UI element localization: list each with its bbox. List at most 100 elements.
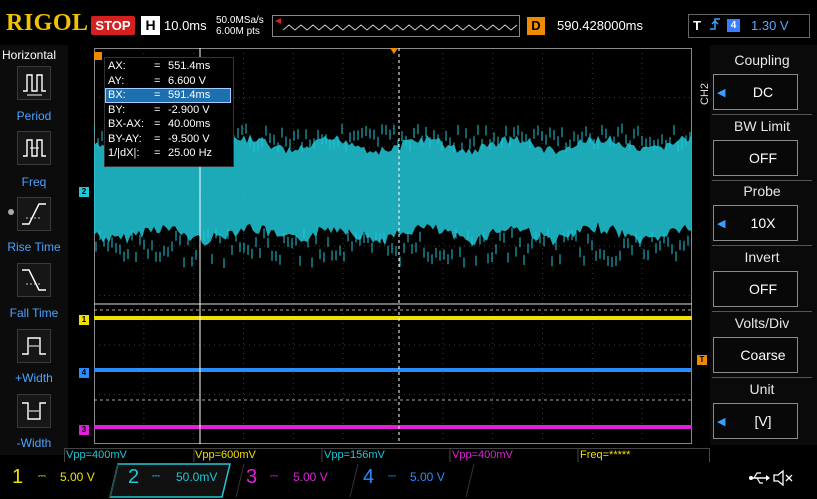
- measure-vpp-3: Vpp=156mV: [324, 449, 385, 461]
- measure-freq: Freq=*****: [580, 449, 631, 461]
- menu-value-unit: [V]: [754, 413, 772, 429]
- channel-1-marker[interactable]: 1: [79, 315, 89, 325]
- menu-option-probe[interactable]: [713, 205, 798, 241]
- negative-width-label: -Width: [16, 436, 52, 450]
- period-icon: [23, 74, 46, 96]
- measure-vpp-2: Vpp=600mV: [195, 449, 256, 461]
- acquisition-info: 50.0MSa/s 6.00M pts: [216, 15, 264, 37]
- sample-rate: 50.0MSa/s: [216, 15, 264, 26]
- channel-1-number[interactable]: 1: [12, 466, 24, 488]
- freq-button[interactable]: [17, 131, 51, 165]
- equals-sign: =: [154, 103, 161, 116]
- rise-time-button[interactable]: [17, 197, 51, 231]
- channel-3-marker[interactable]: 3: [79, 425, 89, 435]
- cursor-readout-key: 1/|dX|:: [108, 147, 140, 159]
- measure-vpp-4: Vpp=400mV: [452, 449, 513, 461]
- cursor-readout-value: -9.500 V: [168, 132, 210, 145]
- equals-sign: =: [154, 147, 161, 159]
- usb-icon: [749, 472, 770, 484]
- rising-edge-icon: [708, 16, 722, 35]
- menu-divider: [712, 180, 812, 181]
- negative-width-icon: [22, 402, 46, 420]
- channel-2-scale[interactable]: 50.0mV: [176, 470, 218, 484]
- channel-3-scale[interactable]: 5.00 V: [293, 470, 328, 484]
- cursor-readout-value: 591.4ms: [168, 89, 211, 101]
- channel-2-marker[interactable]: 2: [79, 187, 89, 197]
- channel-4-marker[interactable]: 4: [79, 368, 89, 378]
- cursor-readout-value: 40.00ms: [168, 118, 211, 130]
- menu-title-invert: Invert: [744, 249, 780, 265]
- channel-1-trace: [94, 316, 692, 320]
- cursor-readout-value: 6.600 V: [168, 74, 206, 87]
- delay-value[interactable]: 590.428000ms: [557, 18, 644, 33]
- menu-title-bw-limit: BW Limit: [734, 118, 790, 134]
- cursor-readout-row: BY-AY: = -9.500 V: [106, 133, 230, 146]
- cursor-readout-panel: [104, 57, 234, 167]
- menu-option-coupling[interactable]: [713, 74, 798, 110]
- fall-time-icon: [22, 269, 46, 291]
- channel-2-trace: [94, 123, 692, 268]
- cursor-readout-value: 25.00 Hz: [168, 147, 213, 159]
- trigger-status-box[interactable]: [688, 14, 810, 38]
- channel-4-number[interactable]: 4: [363, 466, 375, 488]
- delay-key[interactable]: D: [527, 17, 545, 35]
- timebase-value[interactable]: 10.0ms: [164, 18, 207, 33]
- trigger-position-marker-icon: [390, 48, 398, 54]
- channel-4-scale[interactable]: 5.00 V: [410, 470, 445, 484]
- menu-value-volts-div: Coarse: [740, 347, 786, 363]
- cursor-readout-key: AX:: [108, 60, 126, 72]
- equals-sign: =: [154, 132, 161, 145]
- menu-value-coupling: DC: [752, 84, 774, 100]
- cursor-readout-row: BX-AX: = 40.00ms: [106, 118, 230, 131]
- speaker-muted-icon[interactable]: [772, 469, 794, 487]
- menu-value-invert: OFF: [749, 281, 777, 297]
- negative-width-button[interactable]: [17, 394, 51, 428]
- menu-option-unit[interactable]: [713, 403, 798, 439]
- fall-time-button[interactable]: [17, 263, 51, 297]
- channel-slashes: [109, 463, 475, 498]
- menu-title-coupling: Coupling: [734, 52, 790, 68]
- left-arrow-icon: ◀: [717, 87, 726, 99]
- left-offset-marker-icon: [94, 52, 102, 60]
- menu-option-bw-limit[interactable]: [713, 140, 798, 176]
- menu-option-volts-div[interactable]: [713, 337, 798, 373]
- horizontal-measure-panel: [0, 45, 68, 455]
- channel-1-scale[interactable]: 5.00 V: [60, 470, 95, 484]
- equals-sign: =: [154, 89, 161, 101]
- memory-overview-strip[interactable]: [272, 15, 520, 37]
- left-arrow-icon: ◀: [717, 218, 726, 230]
- horizontal-key[interactable]: H: [141, 16, 160, 35]
- top-status-bar: [0, 0, 817, 42]
- dc-coupling-icon: ⎓: [270, 471, 278, 482]
- cursor-readout-row: AX: = 551.4ms: [106, 60, 230, 73]
- equals-sign: =: [154, 74, 161, 87]
- fall-time-label: Fall Time: [9, 306, 59, 320]
- menu-option-invert[interactable]: [713, 271, 798, 307]
- trigger-level[interactable]: 1.30 V: [751, 18, 789, 33]
- rise-time-icon: [22, 203, 46, 225]
- run-state-badge[interactable]: STOP: [91, 16, 135, 35]
- channel-3-number[interactable]: 3: [246, 466, 258, 488]
- positive-width-button[interactable]: [17, 329, 51, 363]
- cursor-readout-key: AY:: [108, 74, 125, 87]
- menu-title-probe: Probe: [743, 183, 781, 199]
- menu-divider: [712, 311, 812, 312]
- cursor-readout-value: -2.900 V: [168, 103, 210, 116]
- trigger-key[interactable]: T: [693, 18, 701, 33]
- channel-4-trace: [94, 368, 692, 372]
- channel-2-number[interactable]: 2: [128, 466, 140, 488]
- dc-coupling-icon: ⎓: [388, 471, 396, 482]
- cursor-readout-row: BX: = 591.4ms: [105, 88, 231, 103]
- dc-coupling-icon: ⎓: [38, 471, 46, 482]
- cursor-readout-row: BY: = -2.900 V: [106, 104, 230, 117]
- positive-width-icon: [22, 337, 46, 355]
- freq-label: Freq: [21, 175, 47, 189]
- trigger-level-marker[interactable]: T: [697, 355, 707, 365]
- menu-divider: [712, 245, 812, 246]
- trigger-source-badge: 4: [727, 19, 740, 32]
- menu-value-bw-limit: OFF: [749, 150, 777, 166]
- left-panel-title: Horizontal: [2, 48, 57, 62]
- period-button[interactable]: [17, 66, 51, 100]
- brand-logo: RIGOL: [6, 10, 89, 36]
- cursor-readout-key: BX-AX:: [108, 118, 145, 130]
